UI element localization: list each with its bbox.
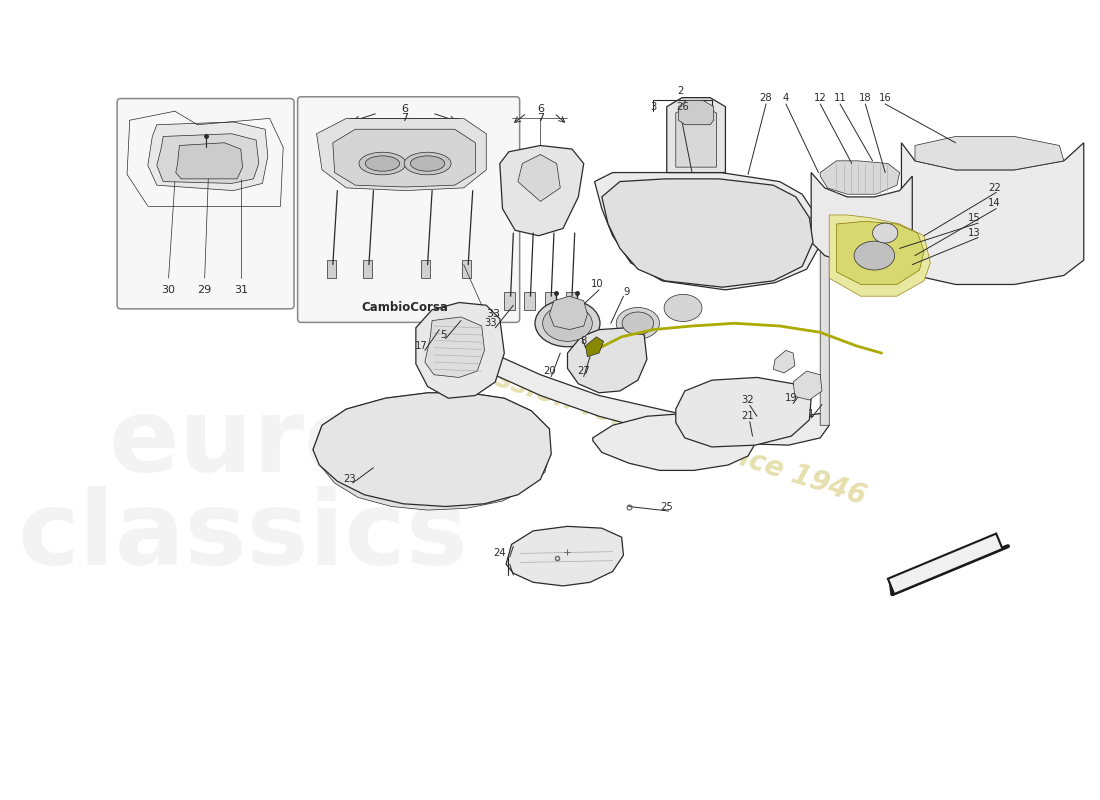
Text: 4: 4 [783,93,789,102]
Text: 6: 6 [402,104,408,114]
Polygon shape [314,393,549,510]
Polygon shape [595,173,821,290]
Polygon shape [568,328,647,393]
Ellipse shape [846,235,902,276]
Text: 31: 31 [234,285,248,295]
Text: 25: 25 [660,502,673,511]
Text: 6: 6 [537,104,543,114]
Text: 12: 12 [814,93,826,102]
Ellipse shape [616,307,660,339]
Polygon shape [829,215,931,296]
Text: 24: 24 [494,549,506,558]
Text: 29: 29 [198,285,212,295]
Polygon shape [585,337,604,357]
Text: 27: 27 [578,366,590,376]
Polygon shape [679,100,714,125]
Polygon shape [462,260,471,278]
Text: 15: 15 [968,213,981,222]
Polygon shape [327,260,336,278]
Polygon shape [806,215,829,426]
Polygon shape [915,137,1064,170]
Polygon shape [602,179,813,287]
Ellipse shape [404,152,451,175]
Ellipse shape [535,300,600,346]
Polygon shape [544,292,556,310]
Polygon shape [901,142,1084,285]
Polygon shape [675,378,811,447]
Text: 33: 33 [486,310,500,319]
Polygon shape [821,161,900,194]
Polygon shape [836,222,924,285]
FancyBboxPatch shape [117,98,294,309]
Text: CambioCorsa: CambioCorsa [362,302,449,314]
Polygon shape [147,122,267,190]
Text: 5: 5 [440,330,447,340]
Text: 17: 17 [415,341,428,351]
Text: 18: 18 [859,93,871,102]
Polygon shape [565,292,576,310]
Ellipse shape [872,223,898,243]
Polygon shape [441,323,829,445]
Polygon shape [506,526,624,586]
Text: 8: 8 [581,336,587,346]
Polygon shape [425,317,484,378]
Polygon shape [176,142,243,179]
Polygon shape [793,371,822,400]
Polygon shape [499,146,584,236]
Text: 28: 28 [760,93,772,102]
Ellipse shape [664,294,702,322]
Polygon shape [157,134,258,183]
Polygon shape [593,414,757,470]
Polygon shape [667,98,725,173]
Text: 19: 19 [785,393,798,403]
Ellipse shape [410,156,444,171]
Text: 30: 30 [162,285,176,295]
Text: 14: 14 [988,198,1001,208]
Polygon shape [675,106,716,167]
Polygon shape [888,534,1002,594]
Text: 22: 22 [988,183,1001,193]
Ellipse shape [623,312,653,334]
Polygon shape [773,350,795,373]
Text: euro
classics: euro classics [18,394,468,587]
Text: 7: 7 [402,114,408,123]
Polygon shape [811,173,912,263]
Polygon shape [416,302,504,398]
Text: 1: 1 [808,409,814,418]
Text: a passion for cars since 1946: a passion for cars since 1946 [428,343,869,510]
Text: 20: 20 [543,366,556,376]
Text: 26: 26 [676,102,690,112]
Polygon shape [518,154,560,202]
Text: 11: 11 [834,93,846,102]
Polygon shape [317,118,486,190]
Ellipse shape [854,241,894,270]
Text: 16: 16 [879,93,892,102]
Polygon shape [525,292,535,310]
Polygon shape [314,393,551,506]
Ellipse shape [359,152,406,175]
Ellipse shape [542,306,592,342]
Text: 32: 32 [741,395,755,405]
Polygon shape [363,260,372,278]
Text: 21: 21 [741,411,755,422]
Text: 10: 10 [591,279,604,290]
Text: 33: 33 [485,318,497,328]
Text: 9: 9 [623,286,629,297]
Polygon shape [333,130,475,187]
FancyBboxPatch shape [298,97,519,322]
Text: 7: 7 [537,114,544,123]
Text: 23: 23 [343,474,355,485]
Text: 3: 3 [650,102,657,112]
Polygon shape [504,292,515,310]
Polygon shape [421,260,430,278]
Polygon shape [549,296,587,330]
Text: 2: 2 [678,86,683,96]
Ellipse shape [365,156,399,171]
Text: 13: 13 [968,228,981,238]
